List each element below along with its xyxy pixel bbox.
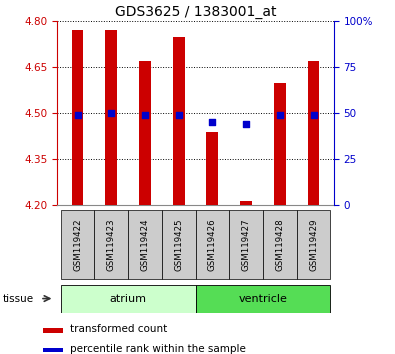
Text: GSM119422: GSM119422 (73, 218, 82, 270)
Text: GSM119424: GSM119424 (141, 218, 149, 270)
Bar (274, 82, 286, 205)
Text: GSM119428: GSM119428 (275, 218, 284, 270)
Point (310, 112, 317, 118)
Text: ventricle: ventricle (239, 294, 288, 304)
Text: atrium: atrium (109, 294, 147, 304)
Point (142, 112, 148, 118)
Bar (173, 36, 184, 205)
Bar (43, 328, 63, 333)
Bar (139, 61, 151, 205)
FancyBboxPatch shape (263, 210, 297, 279)
Bar (43, 348, 63, 353)
FancyBboxPatch shape (297, 210, 330, 279)
FancyBboxPatch shape (61, 210, 94, 279)
Text: GSM119426: GSM119426 (208, 218, 217, 270)
Text: GSM119427: GSM119427 (242, 218, 250, 270)
FancyBboxPatch shape (61, 285, 196, 313)
Point (175, 112, 182, 118)
FancyBboxPatch shape (196, 285, 330, 313)
Point (276, 112, 283, 118)
Point (209, 119, 216, 124)
Text: percentile rank within the sample: percentile rank within the sample (70, 344, 246, 354)
Text: tissue: tissue (3, 293, 34, 304)
FancyBboxPatch shape (162, 210, 196, 279)
Bar (308, 61, 320, 205)
FancyBboxPatch shape (94, 210, 128, 279)
Bar (207, 132, 218, 205)
FancyBboxPatch shape (128, 210, 162, 279)
Text: GSM119423: GSM119423 (107, 218, 116, 270)
FancyBboxPatch shape (229, 210, 263, 279)
Bar (105, 30, 117, 205)
Text: transformed count: transformed count (70, 324, 167, 334)
Point (243, 121, 249, 127)
Bar (71, 30, 83, 205)
Point (74, 112, 81, 118)
Bar (240, 201, 252, 205)
FancyBboxPatch shape (196, 210, 229, 279)
Text: GSM119425: GSM119425 (174, 218, 183, 270)
Point (108, 110, 115, 115)
Title: GDS3625 / 1383001_at: GDS3625 / 1383001_at (115, 5, 276, 19)
Text: GSM119429: GSM119429 (309, 218, 318, 270)
